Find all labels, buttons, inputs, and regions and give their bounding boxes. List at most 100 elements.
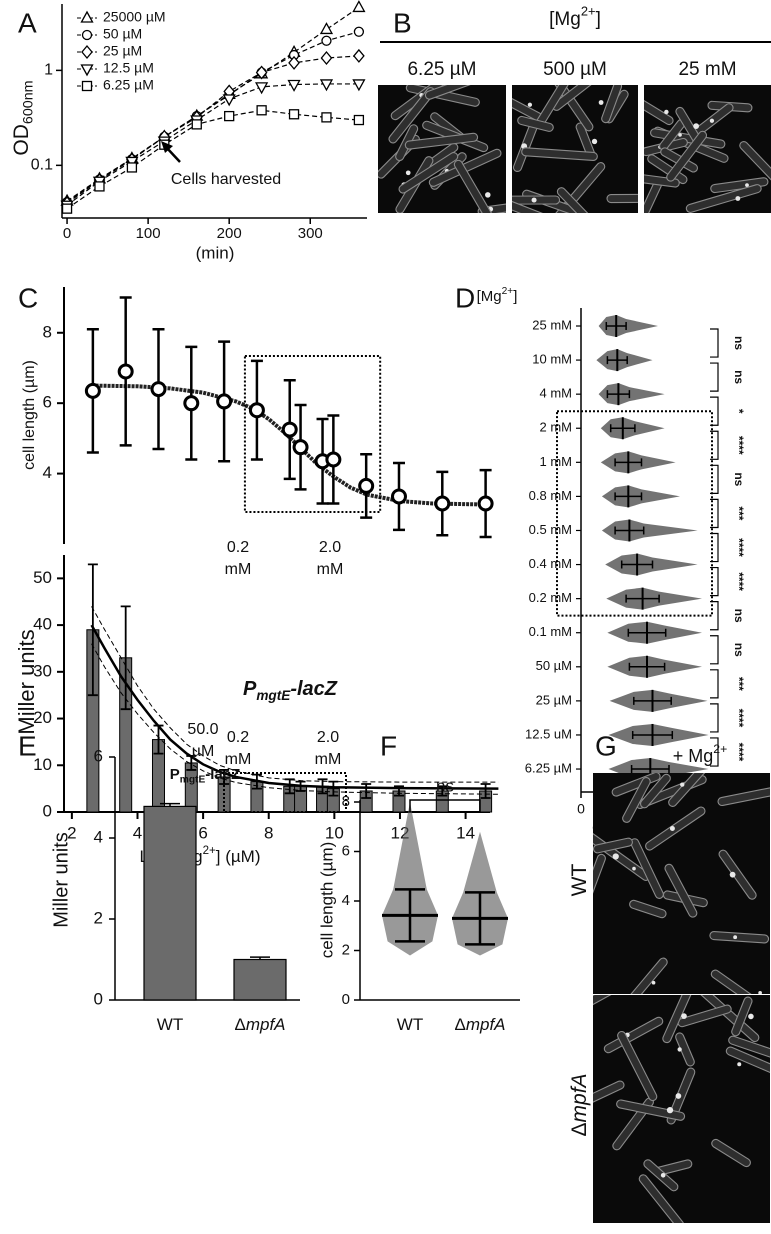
marker [61,203,73,214]
panel-label: G [595,730,617,761]
significance-label: **** [732,743,746,762]
text-part: WT [568,864,591,897]
cell-spot [709,118,715,123]
swarm [382,802,438,956]
marker [80,64,94,77]
panel-label: F [380,730,397,761]
category-label: 0.5 mM [529,522,572,537]
bracket [710,362,719,392]
significance-label: *** [732,677,746,691]
highlight-box [556,410,713,617]
y-tick-label: 0.1 [31,157,53,174]
text-part: mpfA [568,1073,591,1122]
category-label: 2 mM [540,420,573,435]
point [216,393,233,410]
annotation: mM [317,561,344,578]
y-tick-label: 4 [342,892,350,909]
cell-rod [647,154,688,185]
cell-spot [580,997,584,1001]
panel-title: + Mg2+ [673,742,727,766]
annotation: 0.2 [227,729,249,746]
text-part: ] [596,9,601,30]
highlight-box [243,355,382,513]
text-part: Δ [568,1122,591,1136]
cell-rod [645,806,706,851]
category-label: 25 mM [532,317,572,332]
cell-rod [593,837,633,854]
marker [320,50,333,66]
x-tick-label: 0 [63,225,71,242]
legend-label: 50 µM [103,26,142,42]
cell-spot [675,1093,682,1099]
cell-rod [662,995,692,1044]
cell-rod [624,957,668,994]
marker [255,65,268,80]
text-part: mgtE [180,774,206,785]
bracket [409,799,481,812]
y-tick-label: 50 [33,568,52,587]
panel-label: C [18,282,38,313]
text-part: -lacZ [290,678,337,700]
cell-rod [639,773,671,809]
cell-rod [739,140,771,183]
swarm [598,383,665,406]
swarm [601,519,698,542]
highlight-box [223,772,347,813]
micrograph [378,85,506,213]
point [358,477,375,494]
cell-rod [453,159,499,213]
bar [233,958,287,1001]
point [477,495,494,512]
y-tick-label: 10 [33,755,52,774]
y-tick-label: 4 [94,827,103,846]
y-tick-label: 2 [94,908,103,927]
cell-rod [644,172,680,188]
x-tick-label: 14 [456,823,475,842]
category-label: 4 mM [540,386,573,401]
significance-label: **** [732,709,746,728]
cell-spot [745,183,749,188]
annotation: mM [225,561,252,578]
bracket [710,737,719,767]
y-tick-label: 6 [43,393,52,412]
category-label: 0.1 mM [529,624,572,639]
y-tick-label: 0 [94,989,103,1008]
axis-title: [Mg2+] [477,286,518,305]
text-part: WT [157,1015,183,1034]
significance-label: ns [732,472,746,486]
micrograph [644,85,771,213]
cell-spot [735,196,741,201]
cell-rod [398,152,459,194]
cell-rod [638,1174,685,1223]
x-tick-label: WT [157,1015,183,1034]
marker [319,22,334,35]
significance-label: **** [732,572,746,591]
cell-spot [485,192,491,198]
point [84,382,101,399]
significance-label: ns [732,370,746,384]
cell-rod [668,773,710,807]
cell-spot [591,138,598,145]
y-axis-label: cell length (µm) [21,360,38,470]
x-tick-label: 0 [577,801,585,817]
y-tick-label: 1 [44,62,53,79]
cell-rod [685,184,762,213]
cell-rod [709,931,770,944]
cell-rod [512,195,561,205]
cell-rod [731,996,753,1037]
text-part: 2+ [713,742,727,756]
point [390,488,407,505]
category-label: 50 µM [536,658,572,673]
cell-spot [678,133,682,137]
legend-label: 25 µM [103,43,142,59]
marker [288,109,300,120]
cell-rod [593,853,606,908]
cell-rod [717,787,770,807]
text-part: OD [10,124,33,156]
marker [321,112,332,123]
cell-rod [593,995,615,1013]
significance-label: ns [732,336,746,350]
marker [319,79,334,92]
cell-spot [660,1172,666,1178]
